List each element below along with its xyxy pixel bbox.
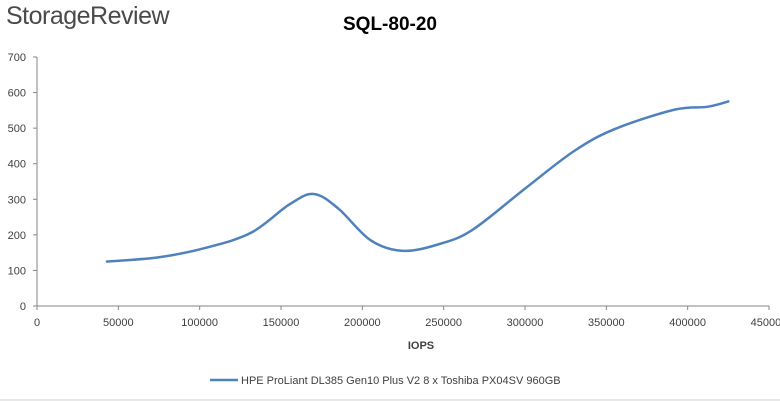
- x-tick-label: 350000: [588, 317, 625, 329]
- x-axis-title: IOPS: [408, 340, 434, 352]
- y-tick-label: 700: [8, 52, 26, 64]
- x-tick-label: 200000: [344, 317, 381, 329]
- x-tick-label: 0: [34, 317, 40, 329]
- y-axis-ticks: 0 100 200 300 400 500 600 700: [8, 52, 37, 313]
- chart-axes: [36, 57, 769, 307]
- y-tick-label: 200: [8, 230, 26, 242]
- y-tick-label: 600: [8, 88, 26, 100]
- series-line: [105, 100, 730, 263]
- x-tick-label: 400000: [669, 317, 706, 329]
- x-tick-label: 300000: [507, 317, 544, 329]
- y-tick-label: 0: [20, 301, 26, 313]
- legend-label: HPE ProLiant DL385 Gen10 Plus V2 8 x Tos…: [241, 375, 561, 387]
- x-tick-label: 50000: [103, 317, 134, 329]
- x-axis-ticks: 0 50000 100000 150000 200000 250000 300000 3500…: [34, 306, 780, 329]
- y-tick-label: 400: [8, 159, 26, 171]
- x-tick-label: 250000: [425, 317, 462, 329]
- x-tick-label: 450000: [751, 317, 780, 329]
- chart-title: SQL-80-20: [343, 14, 437, 35]
- x-tick-label: 150000: [263, 317, 300, 329]
- y-tick-label: 300: [8, 194, 26, 206]
- y-tick-label: 100: [8, 265, 26, 277]
- series-group: [105, 100, 730, 263]
- x-tick-label: 100000: [181, 317, 218, 329]
- y-tick-label: 500: [8, 123, 26, 135]
- storagereview-logo: StorageReview: [6, 2, 170, 30]
- legend: HPE ProLiant DL385 Gen10 Plus V2 8 x Tos…: [210, 375, 561, 387]
